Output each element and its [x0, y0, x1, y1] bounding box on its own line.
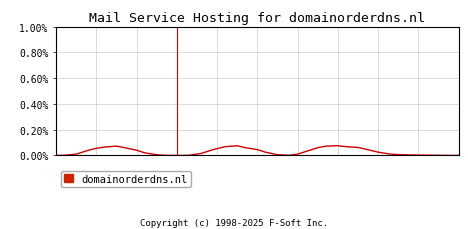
Legend: domainorderdns.nl: domainorderdns.nl — [61, 171, 190, 187]
Text: Copyright (c) 1998-2025 F-Soft Inc.: Copyright (c) 1998-2025 F-Soft Inc. — [140, 218, 328, 227]
Title: Mail Service Hosting for domainorderdns.nl: Mail Service Hosting for domainorderdns.… — [89, 12, 425, 25]
